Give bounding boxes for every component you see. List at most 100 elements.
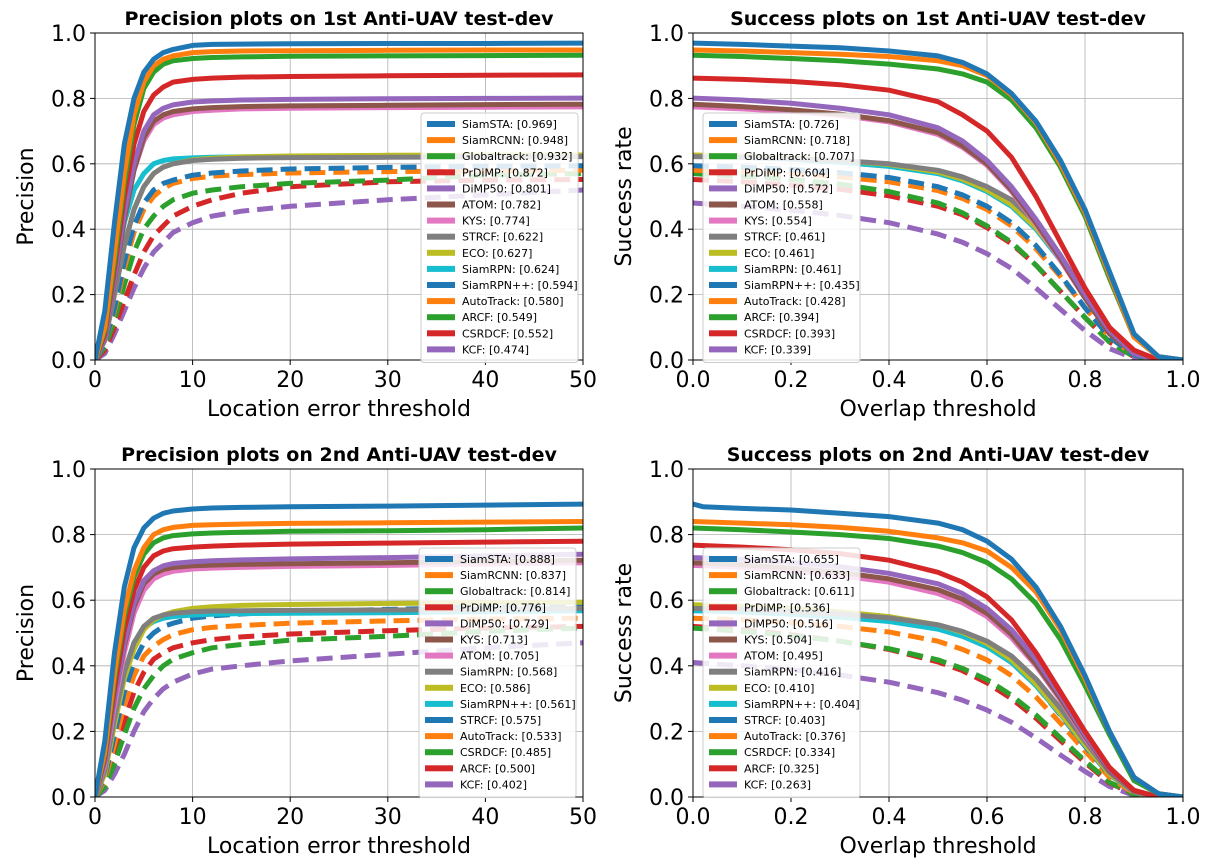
chart3-ytick-label: 0.6 xyxy=(51,589,86,614)
chart2-legend-entry: DiMP50: [0.572] xyxy=(744,182,833,195)
chart2-legend-entry: KYS: [0.554] xyxy=(744,215,812,228)
chart3-legend-entry: AutoTrack: [0.533] xyxy=(460,730,562,743)
chart1-legend-entry: SiamRCNN: [0.948] xyxy=(462,134,568,147)
chart2-legend-entry: STRCF: [0.461] xyxy=(744,231,825,244)
chart2: 0.0 0.2 0.4 0.6 0.8 1.0 0.0 0.2 0.4 0.6 0.8 1.0 Succ… xyxy=(612,8,1201,422)
chart1-legend-swatch xyxy=(427,298,455,305)
chart4-legend-swatch xyxy=(709,733,737,740)
chart2-title: Success plots on 1st Anti-UAV test-dev xyxy=(730,8,1146,30)
chart2-legend-swatch xyxy=(709,346,737,353)
chart4-legend-entry: ARCF: [0.325] xyxy=(744,762,819,775)
chart4-ylabel: Success rate xyxy=(612,563,637,703)
chart2-series-siamsta xyxy=(693,40,1184,360)
chart4-legend-entry: KYS: [0.504] xyxy=(744,634,812,647)
chart1-legend-entry: PrDiMP: [0.872] xyxy=(462,166,548,179)
chart3-legend-entry: KYS: [0.713] xyxy=(460,634,528,647)
chart4-legend-entry: ECO: [0.410] xyxy=(744,682,814,695)
chart1-legend-entry: KYS: [0.774] xyxy=(462,215,530,228)
chart2-legend-entry: SiamRCNN: [0.718] xyxy=(744,134,850,147)
chart4-frame xyxy=(692,468,1184,798)
chart1-ytick-label: 1.0 xyxy=(51,22,86,47)
chart1-series-strcf xyxy=(95,154,584,360)
chart4-legend-entry: SiamRPN: [0.416] xyxy=(744,666,841,679)
chart1-series-siamrcnn xyxy=(95,47,583,360)
chart3-frame xyxy=(94,468,584,798)
chart1-ytick-label: 0.0 xyxy=(51,349,86,374)
chart1-xtick-label: 50 xyxy=(569,368,597,393)
chart1-legend-entry: DiMP50: [0.801] xyxy=(462,182,551,195)
chart2-legend-swatch xyxy=(709,330,737,337)
chart1-series-kcf xyxy=(95,187,584,360)
chart3-legend-swatch xyxy=(425,588,453,595)
chart2-ytick-label: 0.4 xyxy=(649,218,684,243)
chart3-ylabel: Precision xyxy=(14,584,39,682)
chart2-legend-entry: SiamRPN++: [0.435] xyxy=(744,279,860,292)
chart3-legend-entry: DiMP50: [0.729] xyxy=(460,617,549,630)
chart4-legend-swatch xyxy=(709,572,737,579)
chart4-legend-swatch xyxy=(709,556,737,562)
chart4-xtick-label: 1.0 xyxy=(1166,805,1201,830)
chart4-legend-entry: Globaltrack: [0.611] xyxy=(744,585,854,598)
chart1-legend-entry: SiamRPN: [0.624] xyxy=(462,263,559,276)
chart3-series-siamrpn xyxy=(95,605,584,797)
chart1-legend-entry: ARCF: [0.549] xyxy=(462,311,537,324)
chart2-legend-entry: AutoTrack: [0.428] xyxy=(744,295,846,308)
chart1-ytick-label: 0.4 xyxy=(51,218,86,243)
chart3-xtick-label: 20 xyxy=(276,805,304,830)
chart1-legend-entry: KCF: [0.474] xyxy=(462,343,529,356)
chart3-xtick-label: 40 xyxy=(471,805,499,830)
chart2-xlabel: Overlap threshold xyxy=(839,397,1036,422)
chart1-title: Precision plots on 1st Anti-UAV test-dev xyxy=(125,8,555,30)
chart2-legend-swatch xyxy=(709,298,737,305)
chart4-legend-swatch xyxy=(709,668,737,675)
chart1-ytick-label: 0.6 xyxy=(51,153,86,178)
chart1-series-group xyxy=(95,40,584,360)
chart3-legend-swatch xyxy=(425,749,453,756)
chart2-legend-entry: PrDiMP: [0.604] xyxy=(744,166,830,179)
chart3-xtick-label: 0 xyxy=(88,805,102,830)
chart1-legend-swatch xyxy=(427,314,455,321)
chart3-legend-entry: ECO: [0.586] xyxy=(460,682,530,695)
chart1-legend-entry: ATOM: [0.782] xyxy=(462,199,541,212)
chart4-legend-entry: SiamRCNN: [0.633] xyxy=(744,569,850,582)
chart1-legend-swatch xyxy=(427,346,455,353)
chart2-xtick-label: 0.0 xyxy=(676,368,711,393)
chart1-legend-swatch xyxy=(427,153,455,160)
chart2-series-prdimp xyxy=(693,75,1183,360)
chart4-legend-box xyxy=(702,547,861,798)
chart3-legend-entry: KCF: [0.402] xyxy=(460,778,527,791)
chart3-legend-entry: SiamSTA: [0.888] xyxy=(460,553,555,566)
chart1-legend-entry: STRCF: [0.622] xyxy=(462,231,543,244)
chart3-ytick-label: 1.0 xyxy=(51,458,86,483)
chart1-legend-swatch xyxy=(427,217,455,224)
chart1-ylabel: Precision xyxy=(14,147,39,245)
chart3-legend-entry: SiamRCNN: [0.837] xyxy=(460,569,566,582)
chart3-legend-entry: ARCF: [0.500] xyxy=(460,762,535,775)
chart2-legend-swatch xyxy=(709,282,737,288)
chart3-ytick-label: 0.2 xyxy=(51,720,86,745)
chart4-legend-swatch xyxy=(709,717,737,723)
chart3-xtick-label: 10 xyxy=(179,805,207,830)
chart1-legend-box xyxy=(420,112,579,363)
chart2-legend-entry: Globaltrack: [0.707] xyxy=(744,150,854,163)
chart1-legend-entry: AutoTrack: [0.580] xyxy=(462,295,564,308)
chart4-legend: SiamSTA: [0.655] SiamRCNN: [0.633] Globalt… xyxy=(702,547,861,798)
chart1-ytick-label: 0.8 xyxy=(51,87,86,112)
chart3-legend-swatch xyxy=(425,572,453,579)
chart3-legend-swatch xyxy=(425,668,453,675)
chart2-ytick-label: 0.8 xyxy=(649,87,684,112)
chart2-ytick-label: 1.0 xyxy=(649,22,684,47)
chart1-legend-entry: CSRDCF: [0.552] xyxy=(462,327,553,340)
chart3-ytick-label: 0.4 xyxy=(51,655,86,680)
chart1-xtick-label: 20 xyxy=(276,368,304,393)
chart4-title: Success plots on 2nd Anti-UAV test-dev xyxy=(727,444,1150,466)
chart3-legend-swatch xyxy=(425,620,453,627)
chart4-xtick-label: 0.4 xyxy=(872,805,907,830)
chart2-legend: SiamSTA: [0.726] SiamRCNN: [0.718] Globalt… xyxy=(702,112,861,363)
chart2-xtick-label: 1.0 xyxy=(1166,368,1201,393)
chart3-legend-swatch xyxy=(425,700,453,707)
chart2-legend-entry: SiamRPN: [0.461] xyxy=(744,263,841,276)
chart1-xtick-label: 10 xyxy=(179,368,207,393)
chart2-legend-entry: KCF: [0.339] xyxy=(744,343,811,356)
chart3-legend-swatch xyxy=(425,636,453,643)
